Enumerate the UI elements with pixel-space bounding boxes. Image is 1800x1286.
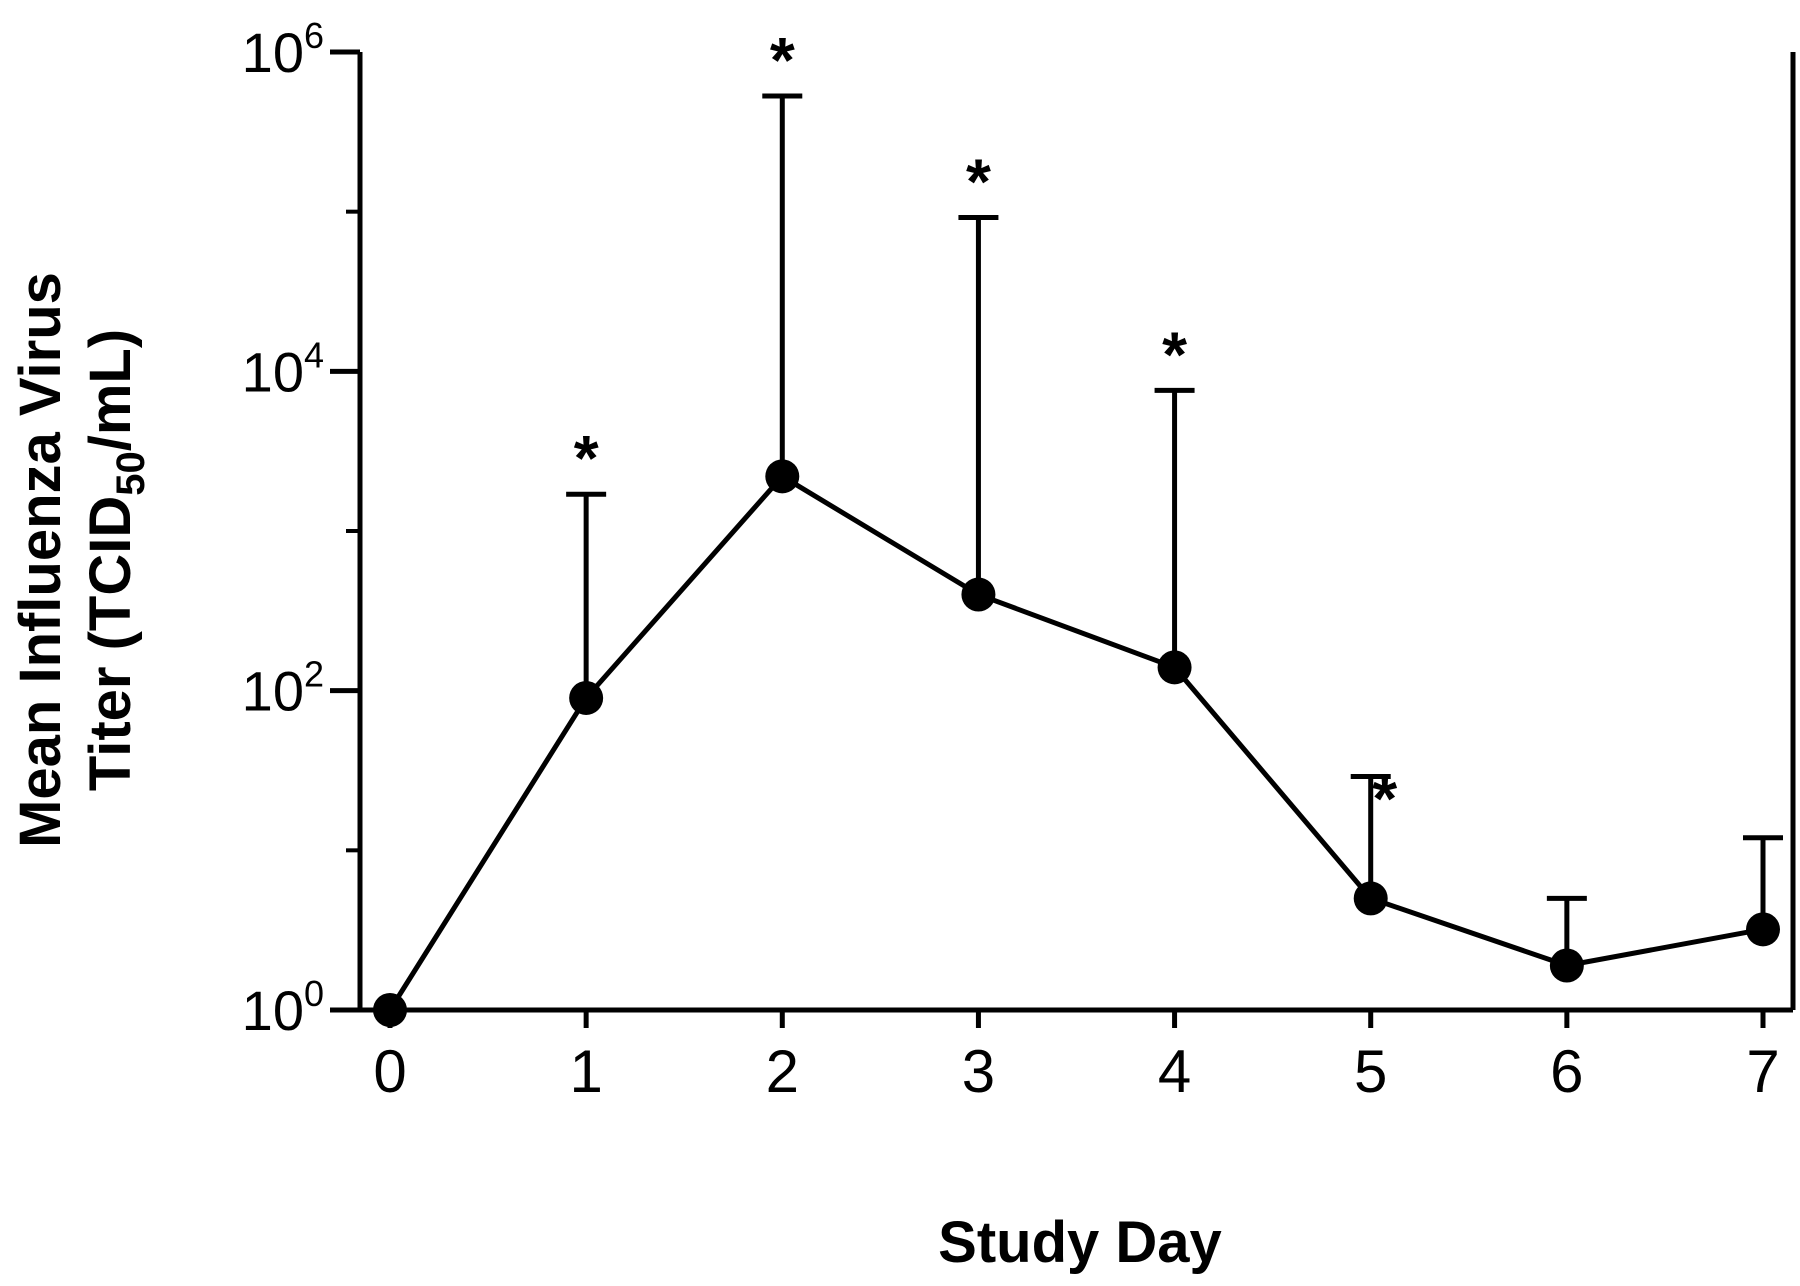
y-axis-title-line2: Titer (TCID50/mL) bbox=[78, 329, 153, 791]
x-tick-label: 5 bbox=[1354, 1038, 1387, 1105]
significance-markers: * * * * * bbox=[574, 24, 1398, 834]
y-axis-title-line1: Mean Influenza Virus bbox=[8, 272, 73, 848]
data-point bbox=[373, 993, 407, 1027]
y-tick-exponent: 6 bbox=[304, 15, 324, 56]
x-tick-label: 6 bbox=[1550, 1038, 1583, 1105]
data-point bbox=[961, 577, 996, 612]
error-bars bbox=[566, 93, 1783, 966]
y-tick-base: 10 bbox=[242, 979, 304, 1042]
significance-asterisk: * bbox=[1162, 318, 1187, 390]
x-axis-ticks: 0 1 2 3 4 5 6 7 bbox=[373, 1010, 1780, 1105]
y-axis-title: Mean Influenza Virus Titer (TCID50/mL) bbox=[8, 272, 153, 848]
y-tick-exponent: 4 bbox=[304, 334, 324, 375]
y-axis-title-suffix: /mL) bbox=[78, 329, 143, 451]
y-tick-exponent: 2 bbox=[304, 654, 324, 695]
y-axis-title-subscript: 50 bbox=[109, 451, 153, 496]
data-points bbox=[373, 459, 1780, 1027]
significance-asterisk: * bbox=[1372, 763, 1397, 835]
significance-asterisk: * bbox=[770, 24, 795, 96]
plot-frame bbox=[357, 52, 1796, 1013]
y-tick-base: 10 bbox=[242, 660, 304, 723]
data-point bbox=[765, 459, 800, 494]
y-tick-label: 104 bbox=[242, 334, 324, 403]
y-tick-label: 102 bbox=[242, 654, 324, 723]
significance-asterisk: * bbox=[574, 422, 599, 494]
y-tick-label: 100 bbox=[242, 973, 324, 1042]
data-point bbox=[1353, 881, 1388, 916]
x-tick-label: 0 bbox=[373, 1038, 406, 1105]
data-point bbox=[1746, 912, 1780, 947]
data-point bbox=[1549, 948, 1584, 983]
y-tick-exponent: 0 bbox=[304, 973, 324, 1014]
y-axis-title-prefix: Titer (TCID bbox=[78, 496, 143, 791]
data-point bbox=[1157, 650, 1192, 685]
x-tick-label: 7 bbox=[1746, 1038, 1779, 1105]
x-tick-label: 4 bbox=[1158, 1038, 1191, 1105]
series-line bbox=[387, 473, 1764, 1012]
significance-asterisk: * bbox=[966, 145, 991, 217]
x-tick-label: 1 bbox=[569, 1038, 602, 1105]
data-point bbox=[569, 680, 604, 715]
y-tick-base: 10 bbox=[242, 21, 304, 84]
y-tick-label: 106 bbox=[242, 15, 324, 84]
y-tick-base: 10 bbox=[242, 340, 304, 403]
x-tick-label: 3 bbox=[962, 1038, 995, 1105]
x-axis-title: Study Day bbox=[938, 1210, 1222, 1275]
x-tick-label: 2 bbox=[766, 1038, 799, 1105]
series-line-group bbox=[387, 473, 1764, 1012]
